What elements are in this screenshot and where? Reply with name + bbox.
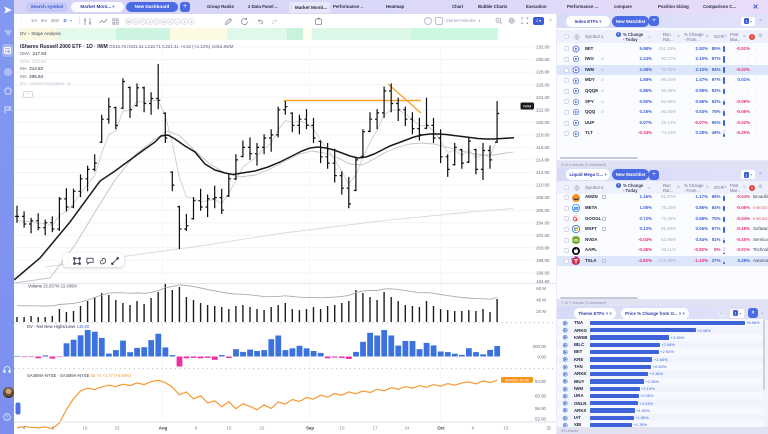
svg-text:0.00: 0.00 <box>537 355 546 360</box>
svg-text:22: 22 <box>260 426 265 431</box>
svg-text:222.00: 222.00 <box>536 107 550 112</box>
svg-text:194.60: 194.60 <box>536 279 550 284</box>
svg-text:⚙: ⚙ <box>546 425 551 432</box>
svg-text:202.00: 202.00 <box>536 233 550 238</box>
svg-text:Aug: Aug <box>159 426 168 431</box>
svg-text:Sep: Sep <box>306 426 314 431</box>
svg-text:232.00: 232.00 <box>536 45 550 50</box>
svg-text:220.00: 220.00 <box>536 120 550 125</box>
svg-text:210.00: 210.00 <box>536 183 550 188</box>
svg-text:15: 15 <box>227 426 232 431</box>
svg-text:216.00: 216.00 <box>536 145 550 150</box>
svg-text:IWM: IWM <box>523 104 531 109</box>
svg-text:23: 23 <box>115 426 120 431</box>
svg-text:214.00: 214.00 <box>536 158 550 163</box>
svg-text:17: 17 <box>373 426 378 431</box>
svg-text:56.00: 56.00 <box>535 406 547 411</box>
svg-text:SA40MA-NYSE · SA40MA-NYSE 60.7: SA40MA-NYSE · SA40MA-NYSE 60.74 +3.77 (+… <box>27 373 132 378</box>
svg-text:DV - Net New Highs/Lows 146.00: DV - Net New Highs/Lows 146.00 <box>27 324 90 329</box>
svg-text:15: 15 <box>504 426 509 431</box>
svg-text:204.00: 204.00 <box>536 220 550 225</box>
svg-text:224.00: 224.00 <box>536 95 550 100</box>
svg-text:9: 9 <box>52 426 55 431</box>
svg-text:40 M: 40 M <box>536 298 546 303</box>
svg-text:Volume 15.837M 22.486M: Volume 15.837M 22.486M <box>28 284 77 289</box>
svg-text:208.00: 208.00 <box>536 195 550 200</box>
svg-text:200.00: 200.00 <box>533 344 547 349</box>
svg-text:60 M: 60 M <box>536 286 546 291</box>
svg-text:206.00: 206.00 <box>536 208 550 213</box>
svg-text:10: 10 <box>340 426 345 431</box>
svg-text:4: 4 <box>23 426 26 431</box>
svg-text:52.00: 52.00 <box>535 416 547 421</box>
svg-text:?: ? <box>6 415 9 420</box>
svg-text:24: 24 <box>405 426 410 431</box>
svg-text:8: 8 <box>195 426 198 431</box>
svg-text:64.00: 64.00 <box>535 379 547 384</box>
svg-text:8: 8 <box>472 426 475 431</box>
svg-text:228.00: 228.00 <box>536 70 550 75</box>
svg-text:198.00: 198.00 <box>536 258 550 263</box>
svg-text:Oct: Oct <box>437 426 445 431</box>
svg-text:200.00: 200.00 <box>536 245 550 250</box>
svg-text:60.00: 60.00 <box>535 393 547 398</box>
svg-text:218.00: 218.00 <box>536 133 550 138</box>
svg-text:212.00: 212.00 <box>536 170 550 175</box>
svg-text:16: 16 <box>83 426 88 431</box>
svg-text:226.00: 226.00 <box>536 82 550 87</box>
svg-text:SA40MA-NYSE: SA40MA-NYSE <box>505 378 530 382</box>
svg-text:20 M: 20 M <box>536 309 546 314</box>
svg-text:196.00: 196.00 <box>536 271 550 276</box>
svg-text:230.00: 230.00 <box>536 57 550 62</box>
